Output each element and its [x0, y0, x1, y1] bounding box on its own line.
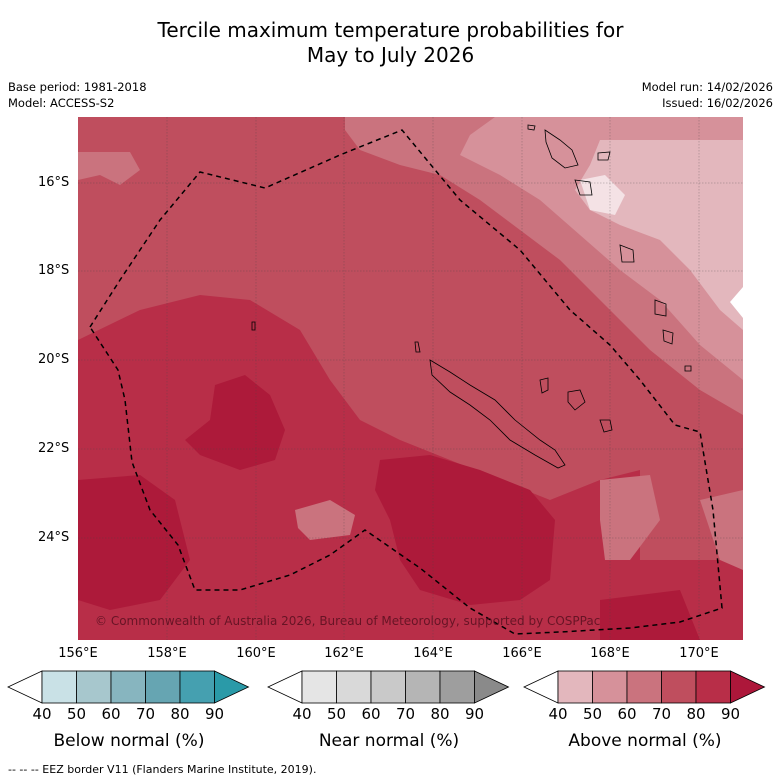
colorbar-near-tick-label: 50 [326, 705, 347, 723]
lon-tick-164e: 164°E [413, 646, 453, 661]
lat-tick-22s: 22°S [38, 441, 70, 456]
field-90-west [185, 375, 285, 470]
tanna [662, 329, 674, 345]
chesterfield-islands [251, 321, 256, 331]
lon-tick-160e: 160°E [236, 646, 276, 661]
field-90-southeast [600, 590, 700, 640]
colorbar-near-tick-label: 70 [395, 705, 416, 723]
colorbar-below-tick-label: 70 [135, 705, 156, 723]
colorbar-near-tick-label: 40 [292, 705, 312, 723]
colorbar-near-title: Near normal (%) [318, 731, 460, 751]
colorbar-near-segment [336, 670, 372, 704]
colorbar-near-lower-extension [267, 670, 303, 704]
colorbar-below-upper-extension [214, 670, 250, 704]
field-patch-nw [78, 152, 140, 185]
lon-tick-158e: 158°E [147, 646, 187, 661]
colorbar-group [7, 670, 766, 704]
colorbar-above-tick-label: 90 [720, 705, 741, 723]
loyalty-island-3 [599, 419, 613, 433]
colorbar-near-tick-label: 60 [361, 705, 381, 723]
colorbar-above-segment [695, 670, 731, 704]
eez-border [89, 129, 723, 635]
base-period: Base period: 1981-2018 [8, 80, 147, 94]
gridlines [78, 117, 743, 640]
erromango [654, 299, 667, 317]
colorbar-above-segment [661, 670, 697, 704]
aneityum [684, 365, 692, 372]
lon-tick-166e: 166°E [502, 646, 542, 661]
loyalty-island-2 [567, 389, 586, 411]
lat-tick-16s: 16°S [38, 175, 70, 190]
probability-field [78, 117, 743, 640]
meta-right: Model run: 14/02/2026 Issued: 16/02/2026 [642, 79, 773, 111]
colorbar-near-segment [439, 670, 475, 704]
colorbar-below-tick-label: 90 [204, 705, 225, 723]
colorbar-below-tick-label: 50 [66, 705, 87, 723]
lon-tick-168e: 168°E [590, 646, 630, 661]
efate [619, 244, 635, 263]
loyalty-island-1 [539, 377, 549, 394]
new-caledonia-outline [429, 359, 566, 469]
colorbar-above-tick-label: 50 [582, 705, 603, 723]
colorbar-below-tick-label: 40 [32, 705, 52, 723]
colorbar-above-tick-label: 60 [617, 705, 637, 723]
colorbar-below-segment [110, 670, 146, 704]
eez-footnote: -- -- -- EEZ border V11 (Flanders Marine… [8, 763, 317, 776]
field-patch-southeast [600, 475, 660, 560]
lat-tick-24s: 24°S [38, 530, 70, 545]
colorbar-below-lower-extension [7, 670, 43, 704]
lat-tick-20s: 20°S [38, 352, 70, 367]
model-name: Model: ACCESS-S2 [8, 96, 115, 110]
map-title-line2: May to July 2026 [306, 43, 475, 67]
edge-marker [730, 287, 743, 318]
meta-left: Base period: 1981-2018 Model: ACCESS-S2 [8, 79, 147, 111]
colorbar-above-segment [592, 670, 628, 704]
colorbar-above-segment [626, 670, 662, 704]
colorbar-above-tick-label: 70 [651, 705, 672, 723]
vanuatu-island-1 [597, 151, 611, 161]
colorbar-below-tick-label: 60 [101, 705, 121, 723]
field-patch-east [700, 490, 743, 570]
colorbar-above-segment [557, 670, 593, 704]
field-white-spot [580, 175, 625, 215]
torres-islands [527, 124, 536, 131]
colorbar-above-title: Above normal (%) [568, 731, 722, 751]
colorbar-below-segment [179, 670, 215, 704]
malakula [574, 179, 593, 196]
issued-date: Issued: 16/02/2026 [662, 96, 773, 110]
colorbar-near-upper-extension [474, 670, 510, 704]
espiritu-santo [544, 129, 579, 169]
colorbar-near-segment [370, 670, 406, 704]
lon-tick-162e: 162°E [324, 646, 364, 661]
colorbar-below-segment [76, 670, 112, 704]
field-90-central [375, 455, 555, 605]
colorbar-below-segment [41, 670, 77, 704]
colorbar-below-tick-label: 80 [170, 705, 190, 723]
lat-tick-18s: 18°S [38, 263, 70, 278]
colorbar-below-segment [145, 670, 181, 704]
map-title: Tercile maximum temperature probabilitie… [0, 18, 781, 68]
lon-tick-156e: 156°E [58, 646, 98, 661]
colorbar-above-tick-label: 80 [686, 705, 706, 723]
map-title-line1: Tercile maximum temperature probabilitie… [157, 18, 624, 42]
colorbar-above-upper-extension [730, 670, 766, 704]
colorbar-near-tick-label: 80 [430, 705, 450, 723]
belep-islands [414, 341, 421, 353]
copyright-notice: © Commonwealth of Australia 2026, Bureau… [95, 614, 601, 628]
colorbar-below-title: Below normal (%) [53, 731, 205, 751]
colorbar-above-tick-label: 40 [548, 705, 568, 723]
colorbar-near-segment [301, 670, 337, 704]
colorbar-near-segment [405, 670, 441, 704]
lon-tick-170e: 170°E [679, 646, 719, 661]
colorbar-near-tick-label: 90 [464, 705, 485, 723]
field-90-southwest [78, 475, 190, 610]
model-run: Model run: 14/02/2026 [641, 80, 773, 94]
colorbar-above-lower-extension [523, 670, 559, 704]
field-patch-south [295, 500, 355, 540]
